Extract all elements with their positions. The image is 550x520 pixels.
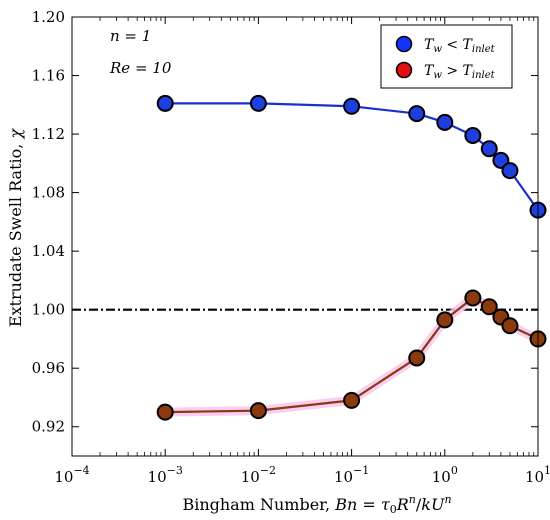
- series-0: [156, 94, 547, 219]
- data-point: [464, 289, 482, 307]
- data-point: [408, 349, 426, 367]
- y-tick-label: 1.04: [32, 242, 65, 260]
- y-tick-label: 0.92: [32, 418, 65, 436]
- data-point: [343, 391, 361, 409]
- data-point: [408, 105, 426, 123]
- y-tick-label: 0.96: [32, 359, 65, 377]
- x-tick-label: 100: [432, 464, 458, 486]
- y-tick-label: 1.12: [32, 125, 65, 143]
- data-point: [480, 140, 498, 158]
- axes: 0.92 0.96 1.00 1.04 1.08 1.12 1.16 1.20 10−4 10−3…: [32, 8, 550, 486]
- x-tick-label: 10−1: [334, 464, 369, 486]
- data-point: [156, 94, 174, 112]
- data-point: [249, 94, 267, 112]
- y-tick-label: 1.16: [32, 67, 65, 85]
- x-tick-label: 101: [525, 464, 550, 486]
- legend-label-cold-wall: Tw < Tinlet: [424, 37, 496, 55]
- x-tick-label: 10−3: [148, 464, 183, 486]
- y-tick-label: 1.00: [32, 301, 65, 319]
- legend-label-hot-wall: Tw > Tinlet: [424, 63, 496, 81]
- annotation-re: Re = 10: [109, 59, 172, 77]
- data-point: [156, 403, 174, 421]
- series-layer: [156, 94, 547, 421]
- annotation-n: n = 1: [110, 27, 151, 45]
- legend-marker-hot-wall: [395, 61, 413, 79]
- legend: Tw < Tinlet Tw > Tinlet: [380, 24, 513, 89]
- data-point: [464, 127, 482, 145]
- x-axis-title: Bingham Number, Bn = τ0Rn/kUn: [182, 493, 451, 516]
- data-point: [501, 317, 519, 335]
- series-1: [156, 289, 547, 421]
- y-tick-label: 1.20: [32, 8, 65, 26]
- legend-marker-cold-wall: [395, 35, 413, 53]
- y-axis-title: Extrudate Swell Ratio, χ: [6, 128, 25, 328]
- axes-frame: [71, 16, 539, 457]
- plot-area: [72, 17, 538, 456]
- data-point: [501, 162, 519, 180]
- data-point: [249, 402, 267, 420]
- data-point: [343, 97, 361, 115]
- data-point: [436, 113, 454, 131]
- y-tick-label: 1.08: [32, 184, 65, 202]
- data-point: [480, 298, 498, 316]
- x-tick-label: 10−2: [241, 464, 276, 486]
- data-point: [436, 311, 454, 329]
- plot-background: [72, 17, 538, 456]
- x-tick-label: 10−4: [54, 464, 89, 486]
